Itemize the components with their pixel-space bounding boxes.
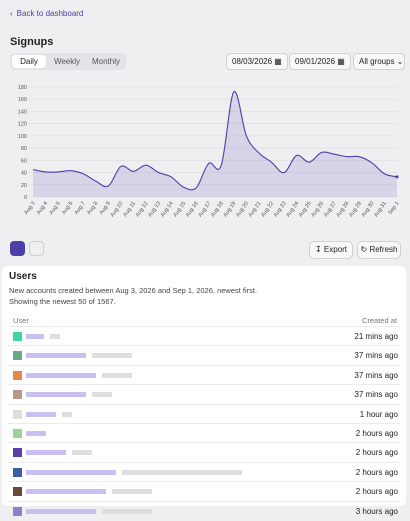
redacted-name xyxy=(26,353,86,359)
back-text: Back to dashboard xyxy=(16,9,84,18)
user-row[interactable]: 2 hours ago xyxy=(8,423,400,443)
created-at: 37 mins ago xyxy=(354,351,398,361)
y-tick-label: 60 xyxy=(21,158,27,164)
redacted-name xyxy=(26,489,106,495)
created-at: 21 mins ago xyxy=(354,332,398,341)
y-tick-label: 100 xyxy=(18,134,27,140)
users-count: Showing the newest 50 of 1567. xyxy=(9,297,116,306)
x-tick-label: Aug 31 xyxy=(373,201,388,219)
tab[interactable]: Daily xyxy=(12,55,46,68)
redacted-email xyxy=(62,411,72,417)
users-title: Users xyxy=(9,271,37,282)
tab-bar: Daily Weekly Monthly xyxy=(10,53,126,70)
x-tick-label: Aug 6 xyxy=(61,201,74,216)
column-header: Created at xyxy=(361,316,397,325)
avatar xyxy=(13,429,22,438)
redacted-name xyxy=(26,431,46,436)
avatar xyxy=(13,506,22,516)
x-tick-label: Aug 5 xyxy=(49,201,62,216)
y-tick-label: 160 xyxy=(18,97,27,103)
created-at: 1 hour ago xyxy=(359,409,398,419)
y-tick-label: 80 xyxy=(21,146,27,152)
table-view-button[interactable] xyxy=(29,241,44,256)
column-header: User xyxy=(13,316,29,325)
start-date[interactable]: 08/03/2026 ▦ xyxy=(226,53,288,70)
start-date-text: 08/03/2026 xyxy=(232,57,273,66)
redacted-email xyxy=(92,353,132,359)
x-tick-label: Aug 3 xyxy=(23,201,36,216)
redacted-name xyxy=(26,450,66,456)
user-row[interactable]: 3 hours ago xyxy=(8,500,400,521)
y-tick-label: 120 xyxy=(18,122,27,128)
created-at: 37 mins ago xyxy=(354,370,398,380)
user-row[interactable]: 2 hours ago xyxy=(8,481,400,501)
redacted-name xyxy=(26,334,44,339)
created-at: 2 hours ago xyxy=(355,448,398,458)
x-tick-label: Aug 7 xyxy=(74,201,87,216)
redacted-email xyxy=(50,334,60,339)
group-select[interactable]: All groups ⌄ xyxy=(353,53,405,70)
user-row[interactable]: 2 hours ago xyxy=(8,461,400,482)
user-row[interactable]: 37 mins ago xyxy=(8,364,400,385)
tab[interactable]: Monthly xyxy=(91,57,120,66)
avatar xyxy=(13,351,22,361)
redacted-email xyxy=(92,392,112,398)
users-card: Users New accounts created between Aug 3… xyxy=(2,266,406,516)
user-row[interactable]: 37 mins ago xyxy=(8,384,400,404)
redacted-email xyxy=(72,450,92,456)
user-row[interactable]: 2 hours ago xyxy=(8,442,400,462)
point xyxy=(395,175,399,179)
y-tick-label: 140 xyxy=(18,109,27,115)
y-tick-label: 20 xyxy=(21,183,27,189)
y-tick-label: 40 xyxy=(21,171,27,177)
redacted-name xyxy=(26,372,96,378)
refresh-button[interactable]: ↻ Refresh xyxy=(357,241,401,259)
avatar xyxy=(13,448,22,458)
back-link[interactable]: ‹ Back to dashboard xyxy=(10,9,84,18)
created-at: 2 hours ago xyxy=(355,487,398,497)
export-text: Export xyxy=(323,245,348,254)
avatar xyxy=(13,370,22,380)
redacted-name xyxy=(26,411,56,417)
avatar xyxy=(13,332,22,341)
end-date-text: 09/01/2026 xyxy=(295,57,336,66)
created-at: 2 hours ago xyxy=(355,429,398,438)
created-at: 3 hours ago xyxy=(355,506,398,516)
y-tick-label: 180 xyxy=(18,85,27,91)
redacted-name xyxy=(26,508,96,514)
redacted-email xyxy=(102,372,132,378)
avatar xyxy=(13,487,22,497)
page: ‹ Back to dashboard Signups Daily Weekly … xyxy=(2,9,406,516)
refresh-text: Refresh xyxy=(369,245,398,254)
avatar xyxy=(13,467,22,477)
end-date[interactable]: 09/01/2026 ▦ xyxy=(289,53,351,70)
redacted-name xyxy=(26,469,116,475)
avatar xyxy=(13,390,22,400)
created-at: 2 hours ago xyxy=(355,467,398,477)
group-text: All groups xyxy=(359,57,395,66)
users-description: New accounts created between Aug 3, 2026… xyxy=(9,286,258,295)
tab[interactable]: Weekly xyxy=(53,57,81,66)
x-tick-label: Sep 1 xyxy=(387,201,400,216)
chart-view-button[interactable] xyxy=(10,241,25,256)
user-row[interactable]: 1 hour ago xyxy=(8,403,400,424)
line xyxy=(32,91,398,191)
x-tick-label: Aug 8 xyxy=(86,201,99,216)
page-title: Signups xyxy=(10,36,54,48)
export-button[interactable]: ↧ Export xyxy=(309,241,353,259)
area xyxy=(33,91,397,197)
redacted-email xyxy=(112,489,152,495)
redacted-email xyxy=(102,508,152,514)
created-at: 37 mins ago xyxy=(354,390,398,400)
user-row[interactable]: 37 mins ago xyxy=(8,345,400,365)
redacted-email xyxy=(122,469,242,475)
avatar xyxy=(13,409,22,419)
user-row[interactable]: 21 mins ago xyxy=(8,326,400,346)
redacted-name xyxy=(26,392,86,398)
x-tick-label: Aug 4 xyxy=(36,201,49,216)
y-tick-label: 0 xyxy=(24,195,27,201)
